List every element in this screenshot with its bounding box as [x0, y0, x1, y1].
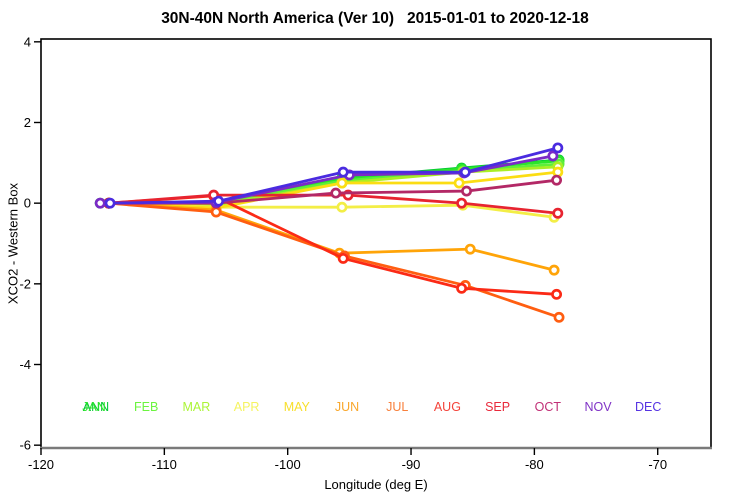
data-point-SEP: [456, 197, 468, 209]
data-point-AUG: [337, 252, 349, 264]
data-point-AUG: [456, 282, 468, 294]
data-point-DEC: [104, 197, 116, 209]
legend-label-OCT: OCT: [535, 400, 562, 414]
y-tick-label: 0: [24, 196, 31, 211]
x-tick-label: -90: [402, 457, 421, 472]
data-point-DEC: [213, 195, 225, 207]
x-tick-label: -100: [275, 457, 301, 472]
legend-label-JUL: JUL: [386, 400, 408, 414]
series-JUL: [103, 197, 565, 323]
series-DEC: [104, 142, 564, 209]
legend-label-JAN: JAN: [82, 400, 106, 414]
legend-label-MAY: MAY: [284, 400, 311, 414]
data-point-NOV: [94, 197, 106, 209]
chart-title: 30N-40N North America (Ver 10) 2015-01-0…: [161, 10, 589, 27]
data-point-DEC: [459, 166, 471, 178]
data-point-JUN: [464, 243, 476, 255]
x-tick-label: -80: [525, 457, 544, 472]
series-JUN: [103, 197, 560, 276]
legend-label-NOV: NOV: [584, 400, 612, 414]
data-point-MAY: [453, 177, 465, 189]
plot-box: [40, 38, 712, 449]
legend-label-APR: APR: [234, 400, 260, 414]
legend-label-ANN: ANN: [83, 400, 109, 414]
x-tick-label: -110: [152, 457, 177, 472]
y-tick-label: -6: [19, 438, 31, 453]
y-tick-label: 4: [24, 34, 31, 49]
series-line-JUN: [107, 201, 556, 272]
legend-label-AUG: AUG: [434, 400, 461, 414]
y-tick-label: -2: [19, 276, 31, 291]
data-point-OCT: [551, 174, 563, 186]
series-line-AUG: [107, 194, 558, 296]
x-tick-label: -120: [28, 457, 54, 472]
data-point-JUL: [210, 206, 222, 218]
data-point-SEP: [552, 207, 564, 219]
series-line-JUL: [107, 201, 561, 319]
legend-label-JUN: JUN: [335, 400, 359, 414]
x-axis-label: Longitude (deg E): [324, 477, 428, 492]
data-point-OCT: [461, 185, 472, 197]
y-tick-label: -4: [19, 357, 31, 372]
legend-label-FEB: FEB: [134, 400, 158, 414]
data-point-DEC: [552, 142, 564, 154]
data-point-NOV: [547, 150, 559, 162]
data-point-MAY: [336, 177, 348, 189]
data-point-DEC: [337, 166, 349, 178]
y-tick-label: 2: [24, 115, 31, 130]
legend-label-DEC: DEC: [635, 400, 661, 414]
data-point-OCT: [330, 187, 342, 199]
legend-label-SEP: SEP: [485, 400, 510, 414]
data-point-JUN: [548, 264, 560, 276]
legend-label-MAR: MAR: [183, 400, 211, 414]
data-point-APR: [336, 201, 348, 213]
data-point-JUL: [553, 311, 565, 323]
x-tick-label: -70: [648, 457, 667, 472]
data-point-AUG: [551, 288, 563, 300]
